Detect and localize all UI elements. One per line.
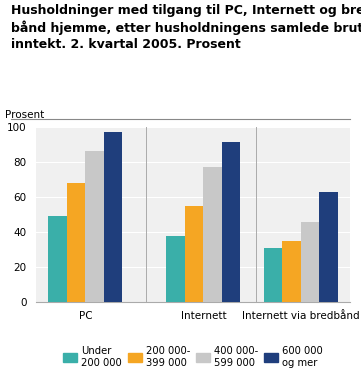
Text: Husholdninger med tilgang til PC, Internett og bred-
bånd hjemme, etter husholdn: Husholdninger med tilgang til PC, Intern… (11, 4, 361, 51)
Bar (104, 132, 122, 302)
Bar (319, 192, 338, 302)
Bar (67, 183, 85, 302)
Text: Prosent: Prosent (5, 110, 44, 119)
Bar (203, 167, 222, 302)
Bar (166, 235, 185, 302)
Bar (48, 216, 67, 302)
Bar (185, 206, 203, 302)
Bar (222, 143, 240, 302)
Bar (85, 151, 104, 302)
Legend: Under
200 000, 200 000-
399 000, 400 000-
599 000, 600 000
og mer: Under 200 000, 200 000- 399 000, 400 000… (63, 346, 323, 368)
Bar (264, 248, 282, 302)
Bar (282, 241, 301, 302)
Bar (301, 222, 319, 302)
